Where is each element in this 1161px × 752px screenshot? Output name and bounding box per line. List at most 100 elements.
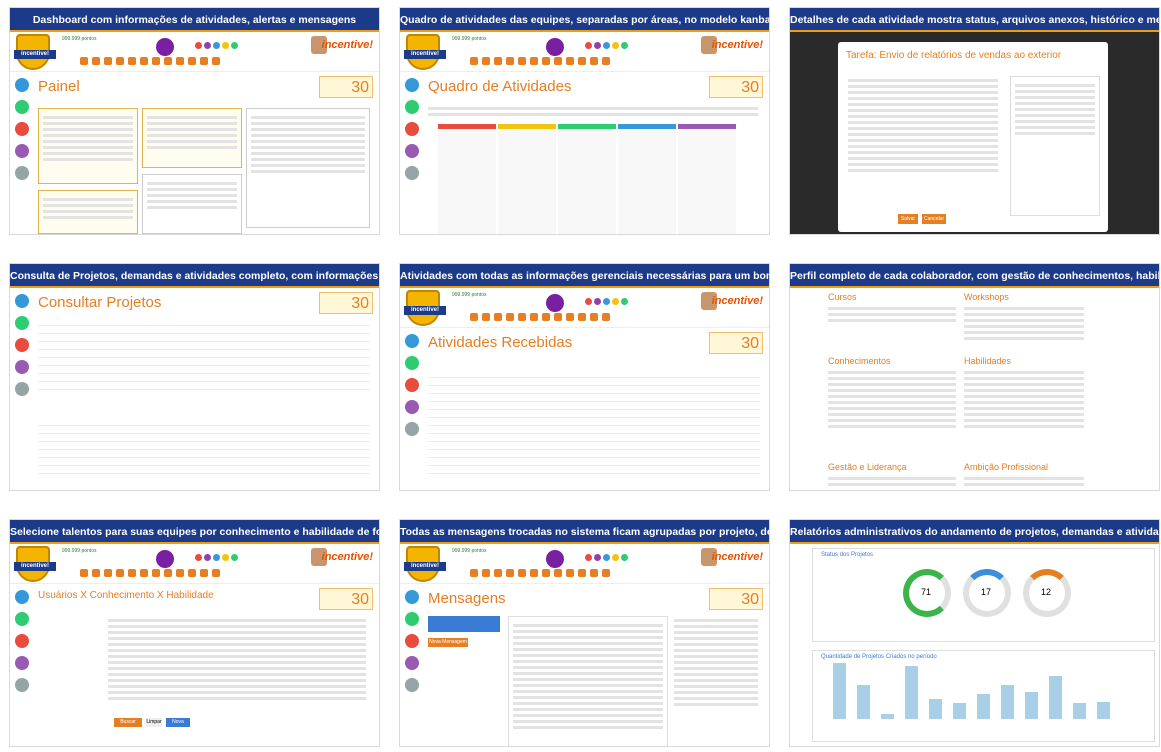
messages-panel [246,108,370,228]
gestao-list [828,474,956,489]
page-title: Atividades Recebidas [428,334,573,351]
avatar[interactable] [311,548,327,566]
screenshot-details: Tarefa: Envio de relatórios de vendas ao… [790,32,1159,234]
screenshot-reports: Status dos Projetos 71 17 12 Quantidade … [790,544,1159,746]
task-modal[interactable]: Tarefa: Envio de relatórios de vendas ao… [838,42,1108,232]
bar-mark [953,703,966,719]
bar-mark [1073,703,1086,719]
tile-details: Detalhes de cada atividade mostra status… [790,8,1159,234]
tile-profile: Perfil completo de cada colaborador, com… [790,264,1159,490]
main-content: Consultar Projetos 30 [38,290,375,490]
main-nav[interactable] [470,569,610,577]
cancel-button[interactable]: Cancelar [922,214,946,224]
search-users-button[interactable]: Buscar Usuários [114,718,142,734]
clear-button[interactable]: Limpar [146,718,162,727]
screenshot-projects: Consultar Projetos 30 [10,288,379,490]
points-summary: 999.999 pontos [452,548,487,554]
main-nav[interactable] [80,57,220,65]
sidebar[interactable] [400,584,424,746]
screenshot-activities: incentive! 999.999 pontos incentive! Ati… [400,288,769,490]
avatar[interactable] [311,36,327,54]
level-badge [546,38,564,56]
kanban-column[interactable] [618,124,676,234]
main-nav[interactable] [80,569,220,577]
brand-logo: incentive! [321,551,373,563]
bars-panel-title: Quantidade de Projetos Criados no períod… [821,654,937,660]
tile-title: Consulta de Projetos, demandas e ativida… [10,264,379,288]
points-summary: 999.999 pontos [452,36,487,42]
points-summary: 999.999 pontos [62,548,97,554]
main-content: Usuários X Conhecimento X Habilidade 30 … [38,586,375,746]
ranking-panel [142,174,242,234]
status-panel-title: Status dos Projetos [821,552,874,558]
points-summary: 999.999 pontos [62,36,97,42]
kanban-column[interactable] [558,124,616,234]
bar-mark [857,685,870,719]
page-title: Painel [38,78,80,95]
achievement-icons [585,554,628,561]
incentive-logo: incentive! [14,34,56,70]
bar-mark [977,694,990,719]
incentive-logo: incentive! [14,546,56,582]
bar-mark [1025,692,1038,719]
achievement-icons [585,298,628,305]
achievement-icons [585,42,628,49]
donut-value: 12 [1041,587,1052,597]
logo-text: incentive! [404,306,446,315]
kanban-column[interactable] [438,124,496,234]
level-badge [156,550,174,568]
workshops-list [964,304,1084,343]
screenshot-profile: Cursos Workshops Conhecimentos Habilidad… [790,288,1159,490]
new-message-button[interactable]: Nova Mensagem [428,638,468,647]
app-header: incentive! 999.999 pontos incentive! [400,544,769,584]
status-donut-1 [903,569,951,617]
level-badge [546,550,564,568]
avatar[interactable] [701,36,717,54]
bar-mark [929,699,942,719]
tile-title: Quadro de atividades das equipes, separa… [400,8,769,32]
sidebar[interactable] [400,72,424,234]
main-content: Atividades Recebidas 30 [428,330,765,490]
main-nav[interactable] [470,57,610,65]
save-button[interactable]: Salvar [898,214,918,224]
avatar[interactable] [701,548,717,566]
main-content: Painel 30 [38,74,375,234]
sidebar[interactable] [400,328,424,490]
points-summary: 999.999 pontos [452,292,487,298]
tile-title: Atividades com todas as informações gere… [400,264,769,288]
page-title: Quadro de Atividades [428,78,572,95]
app-header: incentive! 999.999 pontos incentive! [10,544,379,584]
brand-logo: incentive! [711,39,763,51]
page-title: Usuários X Conhecimento X Habilidade [38,590,214,601]
filter-panel[interactable] [674,616,758,709]
kanban-board[interactable] [438,124,736,234]
filter-bar[interactable] [428,104,758,119]
donut-value: 17 [981,587,992,597]
main-nav[interactable] [470,313,610,321]
modal-title: Tarefa: Envio de relatórios de vendas ao… [846,50,1062,61]
search-form[interactable] [108,616,366,703]
projects-table[interactable] [38,318,370,390]
bar-mark [1097,702,1110,719]
tile-dashboard: Dashboard com informações de atividades,… [10,8,379,234]
kanban-column[interactable] [498,124,556,234]
tile-messages: Todas as mensagens trocadas no sistema f… [400,520,769,746]
screenshot-dashboard: incentive! 999.999 pontos incentive! Pai… [10,32,379,234]
activities-table[interactable] [428,370,760,474]
inbox-folder[interactable] [428,616,500,632]
messages-list[interactable] [1010,76,1100,216]
section-gestao: Gestão e Liderança [828,462,907,472]
bar-mark [1001,685,1014,719]
sidebar[interactable] [10,72,34,234]
sidebar[interactable] [10,288,34,490]
demands-table[interactable] [38,418,370,474]
status-panel: Status dos Projetos 71 17 12 [812,548,1155,642]
new-team-button[interactable]: Nova Equipe [166,718,190,734]
date-box: 30 [319,76,373,98]
kanban-column[interactable] [678,124,736,234]
sidebar[interactable] [10,584,34,746]
avatar[interactable] [701,292,717,310]
section-habilidades: Habilidades [964,356,1012,366]
message-list[interactable] [508,616,668,746]
status-donut-3 [1023,569,1071,617]
